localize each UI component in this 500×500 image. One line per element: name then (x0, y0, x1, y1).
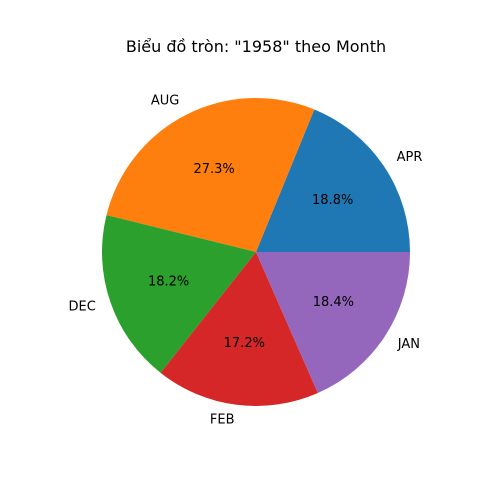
pie-pct-label-apr: 18.8% (312, 193, 353, 208)
pie-pct-label-aug: 27.3% (193, 162, 234, 177)
pie-labels: 18.8% APR 27.3% AUG 18.2% DEC 17.2% FEB 18.4% JAN (68, 94, 422, 428)
pie-slice-dec (101, 215, 256, 373)
pie-category-label-dec: DEC (68, 299, 95, 314)
pie-pct-label-dec: 18.2% (148, 275, 189, 290)
pie-slice-jan (256, 252, 410, 394)
chart-title: Biểu đồ tròn: "1958" theo Month (126, 37, 386, 56)
pie-slice-aug (106, 97, 315, 252)
pie-pct-label-jan: 18.4% (313, 295, 354, 310)
pie-category-label-feb: FEB (210, 413, 235, 428)
pie-slices (101, 97, 410, 407)
pie-category-label-apr: APR (397, 150, 423, 165)
pie-pct-label-feb: 17.2% (224, 336, 265, 351)
pie-slice-apr (256, 109, 410, 252)
pie-category-label-jan: JAN (397, 337, 420, 352)
pie-category-label-aug: AUG (151, 94, 179, 109)
pie-slice-feb (160, 252, 318, 407)
